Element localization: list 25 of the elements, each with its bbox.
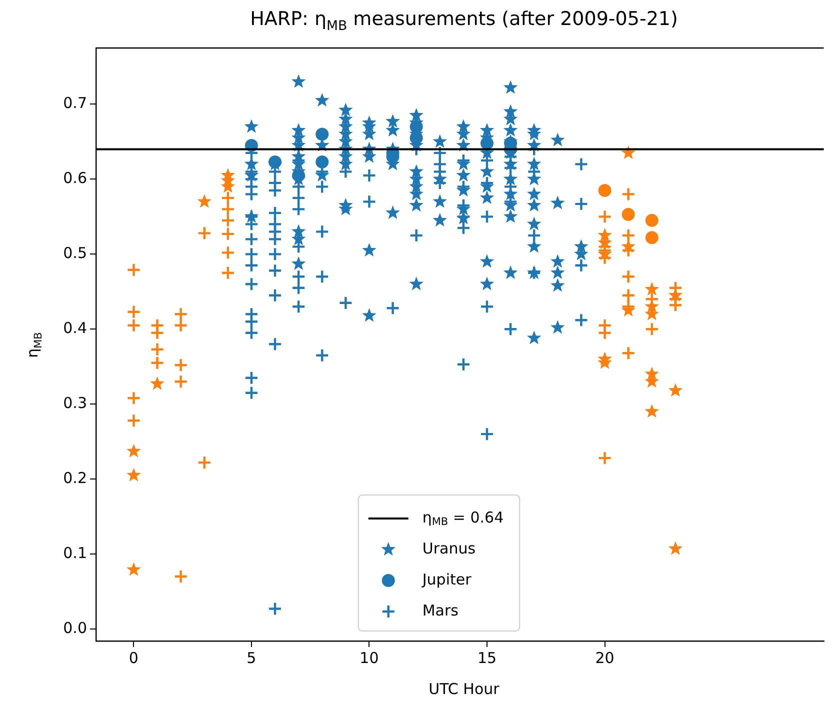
- x-tick-label: 20: [595, 648, 614, 667]
- x-tick-label: 0: [128, 648, 138, 667]
- point: [316, 128, 329, 141]
- y-tick-label: 0.1: [63, 544, 87, 562]
- x-axis-title: UTC Hour: [428, 680, 500, 698]
- y-tick-label: 0.7: [63, 94, 87, 112]
- point: [316, 155, 329, 168]
- y-tick-label: 0.2: [63, 468, 87, 487]
- point: [598, 184, 612, 197]
- y-tick-label: 0.0: [63, 618, 87, 637]
- legend-label: Mars: [422, 601, 459, 620]
- x-tick-label: 10: [360, 648, 379, 667]
- y-tick-label: 0.3: [63, 394, 87, 412]
- y-tick-label: 0.5: [63, 244, 87, 262]
- x-tick-label: 5: [246, 648, 256, 667]
- point: [645, 231, 658, 244]
- legend-label: Uranus: [422, 539, 476, 558]
- x-tick-label: 15: [477, 648, 497, 667]
- chart-title: HARP: η$_{MB}$ measurements (after 2009-05-21): [249, 8, 679, 34]
- legend-label: Jupiter: [421, 570, 472, 588]
- y-tick-label: 0.6: [63, 169, 87, 188]
- point: [645, 214, 658, 227]
- point: [292, 168, 306, 182]
- point: [622, 208, 635, 221]
- y-tick-label: 0.4: [63, 319, 87, 338]
